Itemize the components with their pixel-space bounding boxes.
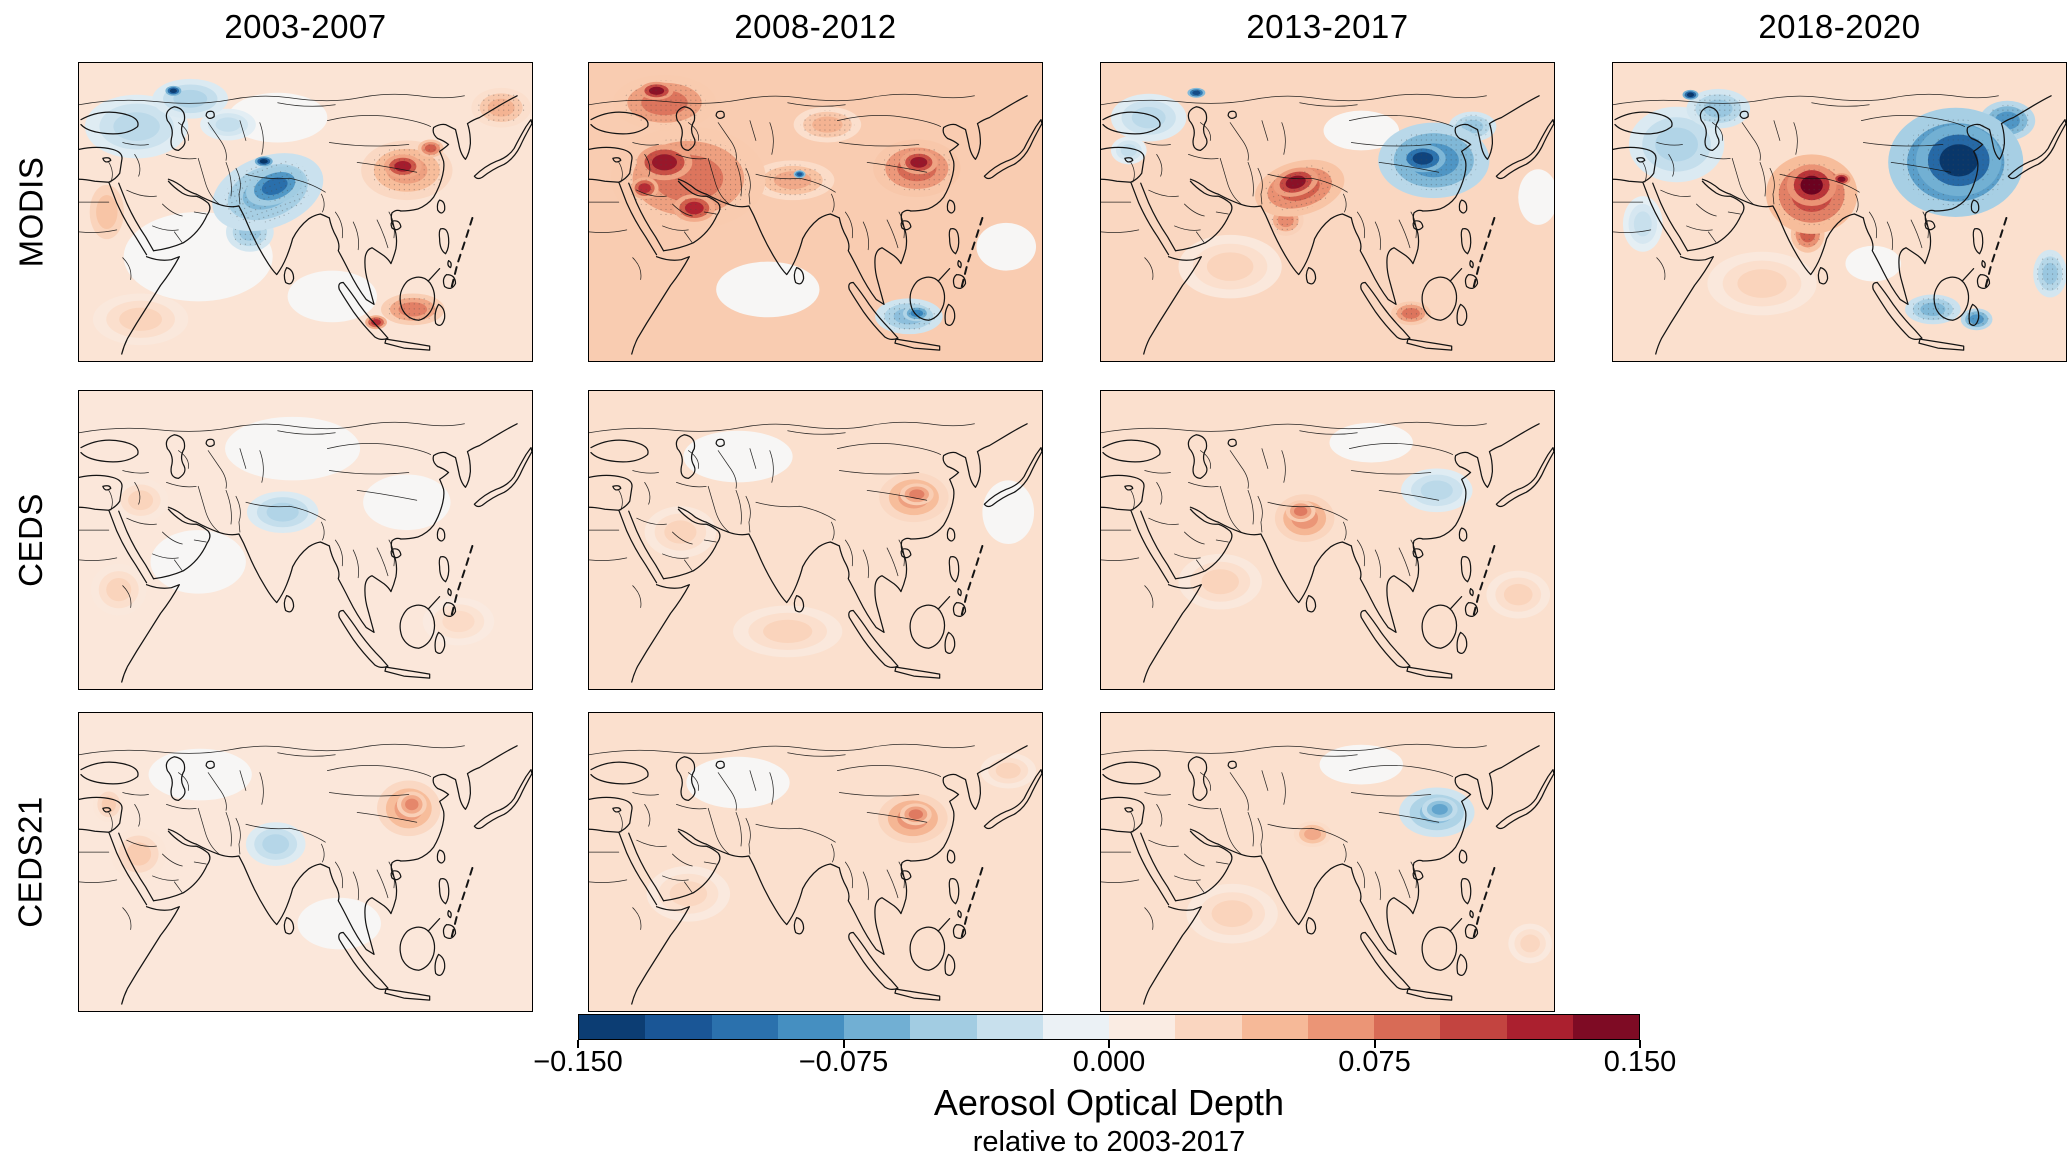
map-panel-ceds21-2003-2007: [78, 712, 533, 1012]
row-label-ceds21: CEDS21: [12, 796, 50, 928]
colorbar-tick-label: −0.075: [798, 1046, 889, 1078]
colorbar-tick-label: 0.000: [1072, 1046, 1146, 1078]
colorbar-tick-label: −0.150: [533, 1046, 623, 1078]
colorbar-wrap: [577, 1014, 1641, 1054]
colorbar-tick: [577, 1040, 579, 1048]
colorbar-title: Aerosol Optical Depth: [933, 1082, 1285, 1123]
colorbar-tick-label: 0.075: [1338, 1046, 1411, 1078]
column-title-2003-2007: 2003-2007: [224, 8, 387, 45]
colorbar-tick: [1373, 1040, 1376, 1048]
colorbar: [578, 1014, 1640, 1040]
map-panel-ceds21-2013-2017: [1100, 712, 1555, 1012]
row-label-modis: MODIS: [12, 156, 50, 268]
column-title-2008-2012: 2008-2012: [734, 8, 897, 45]
map-panel-modis-2013-2017: [1100, 62, 1555, 362]
map-panel-modis-2018-2020: [1612, 62, 2067, 362]
map-panel-ceds21-2008-2012: [588, 712, 1043, 1012]
colorbar-tick: [842, 1040, 845, 1048]
map-panel-modis-2003-2007: [78, 62, 533, 362]
map-panel-modis-2008-2012: [588, 62, 1043, 362]
row-label-ceds: CEDS: [12, 493, 49, 587]
colorbar-subtitle: relative to 2003-2017: [972, 1126, 1246, 1158]
colorbar-tick-label: 0.150: [1603, 1046, 1677, 1078]
colorbar-labels: −0.150 −0.075 0.000 0.075 0.150: [533, 1046, 1676, 1080]
map-panel-ceds-2003-2007: [78, 390, 533, 690]
map-panel-ceds-2008-2012: [588, 390, 1043, 690]
column-title-2013-2017: 2013-2017: [1246, 8, 1409, 45]
colorbar-tick: [1108, 1040, 1110, 1048]
map-panel-ceds-2013-2017: [1100, 390, 1555, 690]
column-title-2018-2020: 2018-2020: [1758, 8, 1921, 45]
colorbar-tick: [1639, 1040, 1641, 1048]
